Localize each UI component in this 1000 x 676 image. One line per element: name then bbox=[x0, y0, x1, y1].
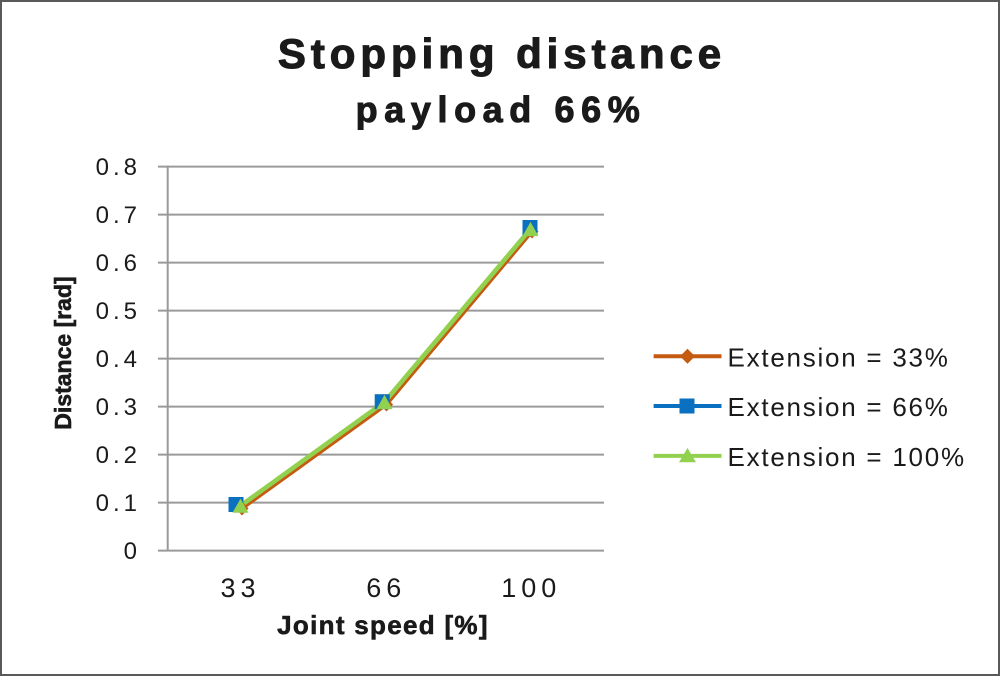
svg-text:66: 66 bbox=[366, 573, 406, 603]
svg-text:0.7: 0.7 bbox=[96, 202, 141, 229]
svg-text:0.5: 0.5 bbox=[96, 298, 141, 325]
svg-text:Extension = 66%: Extension = 66% bbox=[728, 392, 950, 422]
svg-text:Extension = 33%: Extension = 33% bbox=[728, 342, 950, 372]
svg-text:33: 33 bbox=[220, 573, 260, 603]
svg-text:Joint speed [%]: Joint speed [%] bbox=[277, 610, 489, 640]
svg-text:0.3: 0.3 bbox=[96, 394, 141, 421]
svg-text:Extension = 100%: Extension = 100% bbox=[728, 442, 966, 472]
svg-text:0.6: 0.6 bbox=[96, 250, 141, 277]
svg-text:0.2: 0.2 bbox=[96, 442, 141, 469]
svg-text:0.8: 0.8 bbox=[96, 154, 141, 181]
svg-text:100: 100 bbox=[501, 573, 561, 603]
svg-text:0.1: 0.1 bbox=[96, 490, 141, 517]
svg-text:payload 66%: payload 66% bbox=[356, 89, 647, 130]
svg-text:Stopping distance: Stopping distance bbox=[278, 30, 726, 77]
svg-text:0.4: 0.4 bbox=[96, 346, 141, 373]
svg-text:0: 0 bbox=[124, 538, 141, 565]
svg-text:Distance [rad]: Distance [rad] bbox=[50, 276, 76, 429]
